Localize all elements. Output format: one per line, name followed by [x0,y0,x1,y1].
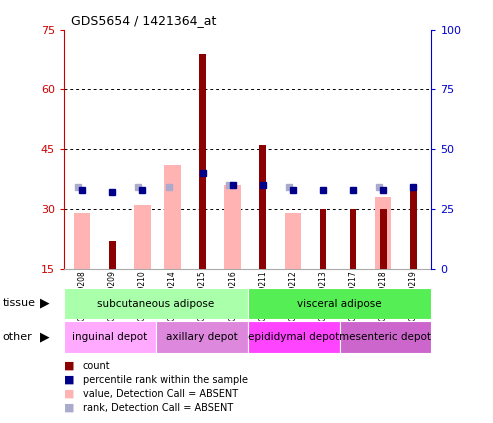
Bar [199,54,206,269]
Text: rank, Detection Call = ABSENT: rank, Detection Call = ABSENT [83,403,233,413]
Text: GDS5654 / 1421364_at: GDS5654 / 1421364_at [71,14,217,27]
Text: inguinal depot: inguinal depot [72,332,147,342]
Text: value, Detection Call = ABSENT: value, Detection Call = ABSENT [83,389,238,399]
Text: tissue: tissue [2,298,35,308]
Bar [340,321,431,353]
Bar [319,209,326,269]
Bar [64,321,156,353]
Text: ▶: ▶ [39,297,49,310]
Text: epididymal depot: epididymal depot [248,332,339,342]
Text: ■: ■ [64,389,74,399]
Bar [350,209,356,269]
Bar [64,288,247,319]
Bar [375,197,391,269]
Text: ■: ■ [64,403,74,413]
Text: count: count [83,361,110,371]
Bar [164,165,181,269]
Text: ■: ■ [64,375,74,385]
Bar [74,213,90,269]
Bar [134,205,151,269]
Text: axillary depot: axillary depot [166,332,238,342]
Text: visceral adipose: visceral adipose [297,299,382,308]
Text: ▶: ▶ [39,331,49,343]
Text: subcutaneous adipose: subcutaneous adipose [97,299,214,308]
Bar [224,185,241,269]
Text: percentile rank within the sample: percentile rank within the sample [83,375,248,385]
Text: ■: ■ [64,361,74,371]
Bar [284,213,301,269]
Bar [109,241,115,269]
Text: other: other [2,332,32,342]
Text: mesenteric depot: mesenteric depot [340,332,431,342]
Bar [156,321,247,353]
Bar [247,321,340,353]
Bar [259,145,266,269]
Bar [380,209,387,269]
Bar [247,288,431,319]
Bar [410,189,417,269]
